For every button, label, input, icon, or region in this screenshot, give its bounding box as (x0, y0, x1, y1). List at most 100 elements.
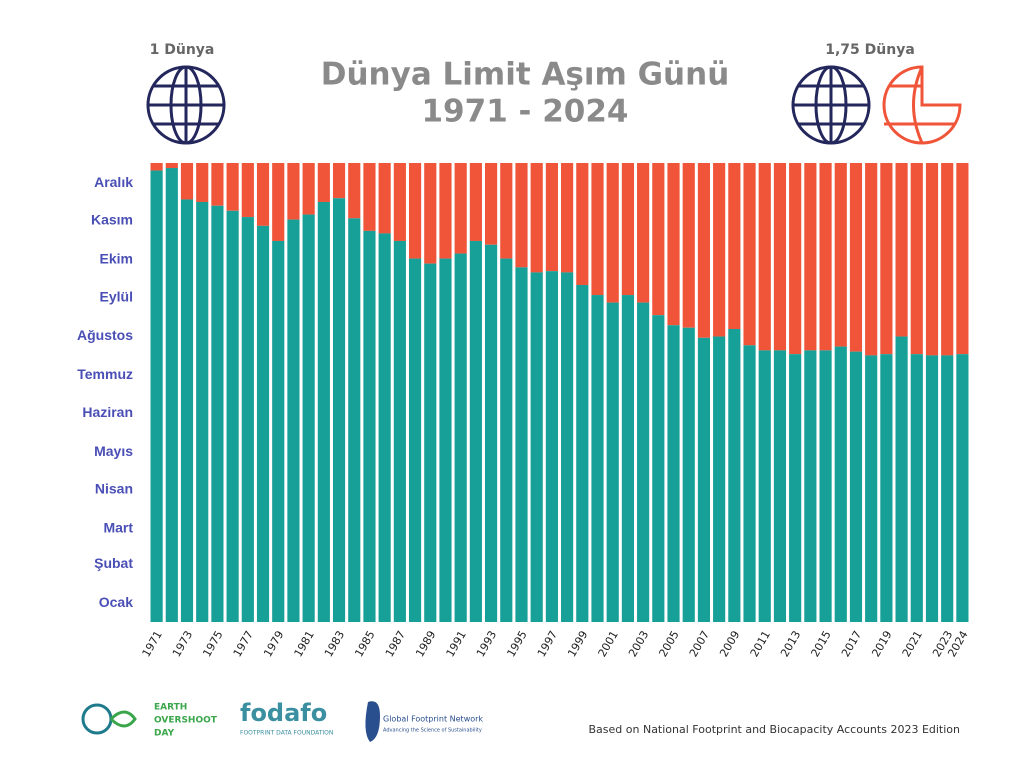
bar (941, 355, 954, 622)
x-tick-label: 2015 (809, 629, 834, 660)
year-remainder (454, 163, 467, 254)
year-remainder (515, 163, 528, 268)
year-remainder (363, 163, 376, 231)
year-remainder (485, 163, 498, 245)
bar (196, 201, 209, 622)
year-remainder (439, 163, 452, 259)
bar (895, 336, 908, 622)
year-remainder (530, 163, 543, 273)
year-remainder (150, 163, 163, 171)
year-remainder (378, 163, 391, 234)
bar (713, 336, 726, 622)
year-remainder (576, 163, 589, 285)
logo-text: fodafo (240, 699, 327, 727)
year-remainder (545, 163, 558, 272)
x-tick-label: 2005 (656, 629, 681, 660)
year-remainder (180, 163, 194, 200)
year-remainder (804, 163, 817, 351)
bar (302, 214, 315, 622)
x-tick-label: 2009 (717, 629, 742, 660)
year-remainder (895, 163, 908, 337)
x-tick-label: 1983 (322, 629, 347, 660)
year-remainder (211, 163, 224, 206)
x-tick-label: 1981 (292, 629, 317, 660)
bar (393, 240, 406, 623)
y-tick-label: Aralık (94, 174, 133, 190)
bar (454, 253, 467, 622)
x-tick-label: 1979 (261, 629, 286, 660)
bar (363, 230, 376, 622)
year-remainder (682, 163, 695, 328)
year-remainder (941, 163, 954, 356)
year-remainder (241, 163, 254, 218)
bar (408, 258, 422, 622)
year-remainder (880, 163, 893, 355)
bar (637, 302, 650, 622)
year-remainder (317, 163, 330, 202)
bar (667, 325, 680, 622)
x-tick-label: 1987 (383, 629, 408, 660)
bar (256, 225, 270, 622)
x-tick-label: 1985 (352, 629, 377, 660)
bar (439, 258, 452, 622)
bar (925, 355, 939, 622)
year-remainder (728, 163, 741, 329)
year-remainder (667, 163, 680, 326)
x-tick-label: 2021 (900, 629, 925, 660)
bar (910, 354, 923, 622)
y-tick-label: Ocak (99, 594, 133, 610)
year-remainder (393, 163, 406, 241)
bar (956, 354, 969, 622)
x-tick-label: 1975 (200, 629, 225, 660)
bar (317, 201, 330, 622)
bar (378, 233, 391, 622)
year-remainder (621, 163, 634, 296)
logo-foot (365, 701, 380, 742)
bar (241, 217, 254, 622)
bar (561, 272, 574, 622)
year-remainder (591, 163, 604, 296)
bar (469, 240, 482, 623)
y-tick-label: Mart (103, 520, 133, 536)
bar (332, 198, 346, 623)
year-remainder (652, 163, 665, 316)
x-tick-label: 2003 (626, 629, 651, 660)
year-remainder (408, 163, 422, 259)
x-tick-label: 1997 (535, 629, 560, 660)
bar (773, 350, 787, 622)
x-tick-label: 2007 (687, 629, 712, 660)
x-tick-label: 1971 (140, 629, 165, 660)
year-remainder (865, 163, 878, 356)
x-tick-label: 2011 (748, 629, 773, 660)
bar (849, 351, 863, 622)
bar (682, 327, 695, 622)
bar (180, 199, 194, 622)
x-tick-label: 1977 (231, 629, 256, 660)
logo-text: Global Footprint Network (383, 715, 483, 724)
year-remainder (834, 163, 847, 347)
logo-text: FOOTPRINT DATA FOUNDATION (240, 730, 333, 737)
year-remainder (910, 163, 923, 355)
bar (272, 240, 285, 623)
y-tick-label: Eylül (100, 288, 133, 304)
bar (530, 272, 543, 622)
year-remainder (272, 163, 285, 241)
source-note: Based on National Footprint and Biocapac… (589, 723, 961, 736)
x-tick-label: 2019 (869, 629, 894, 660)
year-remainder (332, 163, 346, 199)
year-remainder (819, 163, 832, 351)
bar (226, 210, 239, 622)
year-remainder (758, 163, 771, 351)
year-remainder (789, 163, 802, 355)
bar (865, 355, 878, 622)
bar (834, 346, 847, 622)
year-remainder (500, 163, 513, 259)
bar (150, 170, 163, 622)
bar (789, 354, 802, 622)
logo-text: EARTH (154, 703, 187, 713)
year-remainder (424, 163, 437, 264)
bar (165, 168, 178, 622)
logo-text: OVERSHOOT (154, 716, 218, 726)
year-remainder (849, 163, 863, 352)
year-remainder (302, 163, 315, 215)
